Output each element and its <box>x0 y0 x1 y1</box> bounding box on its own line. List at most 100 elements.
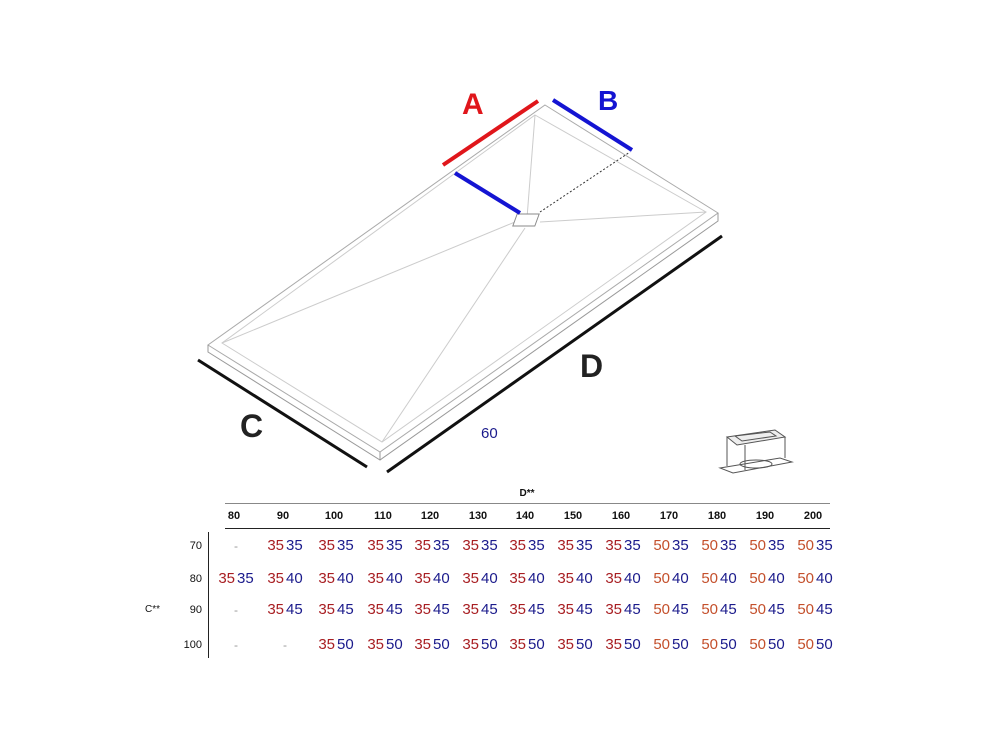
column-label: 100 <box>324 510 344 522</box>
cell-value-a: 35 <box>605 636 622 653</box>
cell-value-b: 45 <box>816 601 833 618</box>
cell-value-a: 35 <box>414 537 431 554</box>
table-cell: 50 40 <box>749 570 784 587</box>
table-cell: 35 35 <box>605 537 640 554</box>
cell-value-a: 50 <box>749 537 766 554</box>
table-cell: 35 35 <box>318 537 353 554</box>
column-label: 110 <box>374 510 392 522</box>
cell-value-b: 45 <box>433 601 450 618</box>
slope-lines <box>221 114 707 443</box>
cell-value-a: 35 <box>509 570 526 587</box>
table-cell: 50 45 <box>701 601 736 618</box>
table-cell: 35 35 <box>414 537 449 554</box>
table-cell: 50 35 <box>749 537 784 554</box>
column-label: 80 <box>227 510 241 522</box>
dimension-c-line <box>197 358 368 469</box>
cell-value-b: 45 <box>576 601 593 618</box>
label-b: B <box>598 85 619 116</box>
cell-value-b: 50 <box>768 636 785 653</box>
table-cell: 50 35 <box>653 537 688 554</box>
table-cell: 50 50 <box>797 636 832 653</box>
cell-value-b: 40 <box>386 570 403 587</box>
cell-value-a: 50 <box>797 537 814 554</box>
column-label: 190 <box>755 510 775 522</box>
cell-value-a: - <box>234 539 238 553</box>
cell-value-a: 35 <box>557 537 574 554</box>
dimension-d-line <box>386 234 723 474</box>
table-cell: 35 45 <box>509 601 544 618</box>
table-cell: 35 40 <box>605 570 640 587</box>
cell-value-a: 50 <box>701 537 718 554</box>
cell-value-a: 35 <box>318 636 335 653</box>
table-cell: - <box>234 537 238 554</box>
drain-detail-icon <box>718 429 794 474</box>
cell-value-b: 45 <box>528 601 545 618</box>
cell-value-b: 40 <box>576 570 593 587</box>
cell-value-b: 45 <box>337 601 354 618</box>
table-cell: 35 40 <box>367 570 402 587</box>
table-cell: 35 50 <box>462 636 497 653</box>
table-cell: 35 40 <box>318 570 353 587</box>
label-c: C <box>240 408 264 444</box>
row-label: 90 <box>189 604 202 616</box>
table-cell: 35 40 <box>462 570 497 587</box>
cell-value-a: 50 <box>701 570 718 587</box>
cell-value-b: 35 <box>286 537 303 554</box>
cell-value-a: 50 <box>749 601 766 618</box>
cell-value-a: 35 <box>509 636 526 653</box>
cell-value-a: 50 <box>653 570 670 587</box>
cell-value-a: 35 <box>462 537 479 554</box>
cell-value-b: 50 <box>386 636 403 653</box>
cell-value-b: 45 <box>481 601 498 618</box>
cell-value-b: 40 <box>768 570 785 587</box>
cell-value-a: 35 <box>367 601 384 618</box>
cell-value-b: 50 <box>816 636 833 653</box>
cell-value-b: 40 <box>337 570 354 587</box>
table-cell: 35 40 <box>414 570 449 587</box>
cell-value-a: 35 <box>509 601 526 618</box>
table-cell: 50 50 <box>701 636 736 653</box>
cell-value-a: 35 <box>557 601 574 618</box>
cell-value-a: 35 <box>318 570 335 587</box>
column-header: D** <box>519 488 535 499</box>
table-cell: 50 50 <box>653 636 688 653</box>
cell-value-a: 35 <box>414 601 431 618</box>
cell-value-a: - <box>234 603 238 617</box>
cell-value-a: 35 <box>367 636 384 653</box>
row-header: C** <box>144 604 160 615</box>
cell-value-a: 35 <box>267 601 284 618</box>
dimension-b-line-lower <box>453 171 522 215</box>
table-cell: 35 35 <box>367 537 402 554</box>
cell-value-a: 50 <box>653 601 670 618</box>
cell-value-a: 50 <box>797 601 814 618</box>
cell-value-a: 35 <box>267 537 284 554</box>
cell-value-a: 35 <box>414 570 431 587</box>
cell-value-b: 40 <box>672 570 689 587</box>
table-cell: 35 40 <box>509 570 544 587</box>
table-cell: 35 40 <box>267 570 302 587</box>
cell-value-b: 40 <box>816 570 833 587</box>
cell-value-a: 50 <box>797 570 814 587</box>
table-top-rule <box>225 503 830 504</box>
cell-value-b: 35 <box>720 537 737 554</box>
cell-value-b: 45 <box>672 601 689 618</box>
cell-value-a: 35 <box>267 570 284 587</box>
table-cell: 35 45 <box>414 601 449 618</box>
table-cell: 35 35 <box>462 537 497 554</box>
shower-tray <box>207 104 719 461</box>
cell-value-b: 35 <box>624 537 641 554</box>
drain-icon <box>512 213 540 227</box>
table-cell: 35 45 <box>367 601 402 618</box>
cell-value-b: 45 <box>286 601 303 618</box>
column-label: 90 <box>276 510 290 522</box>
cell-value-b: 40 <box>481 570 498 587</box>
table-cell: 35 35 <box>218 570 253 587</box>
cell-value-b: 35 <box>816 537 833 554</box>
cell-value-b: 40 <box>528 570 545 587</box>
cell-value-b: 40 <box>286 570 303 587</box>
table-cell: 50 40 <box>653 570 688 587</box>
table-cell: 50 35 <box>701 537 736 554</box>
cell-value-a: 35 <box>218 570 235 587</box>
cell-value-a: 35 <box>367 537 384 554</box>
table-cell: 35 35 <box>509 537 544 554</box>
